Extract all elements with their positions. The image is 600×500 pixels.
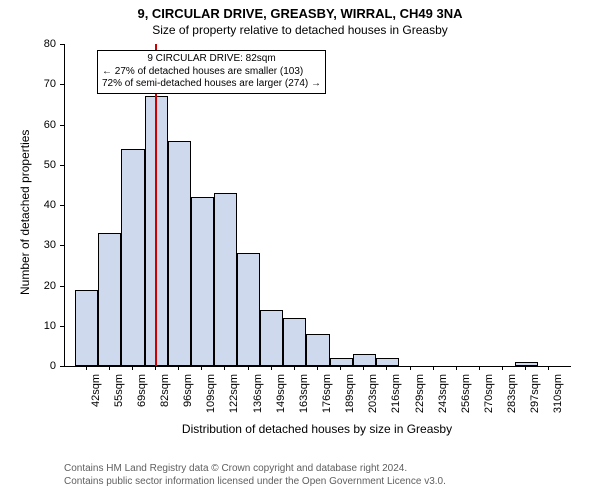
bar bbox=[306, 334, 329, 366]
y-tick-mark bbox=[60, 165, 64, 166]
plot-area: 9 CIRCULAR DRIVE: 82sqm← 27% of detached… bbox=[64, 44, 571, 367]
x-tick-mark bbox=[363, 366, 364, 370]
x-tick-mark bbox=[224, 366, 225, 370]
x-tick-label: 203sqm bbox=[367, 374, 379, 424]
y-tick-label: 60 bbox=[0, 119, 56, 131]
x-tick-label: 96sqm bbox=[182, 374, 194, 424]
bar bbox=[260, 310, 283, 366]
y-tick-label: 0 bbox=[0, 360, 56, 372]
x-tick-label: 243sqm bbox=[437, 374, 449, 424]
footer-line-1: Contains HM Land Registry data © Crown c… bbox=[64, 462, 446, 475]
x-tick-label: 149sqm bbox=[275, 374, 287, 424]
x-tick-label: 176sqm bbox=[321, 374, 333, 424]
y-tick-label: 30 bbox=[0, 239, 56, 251]
bar bbox=[515, 362, 538, 366]
chart-subtitle: Size of property relative to detached ho… bbox=[0, 23, 600, 37]
bar bbox=[168, 141, 191, 366]
x-tick-mark bbox=[109, 366, 110, 370]
bar bbox=[98, 233, 121, 366]
x-tick-mark bbox=[479, 366, 480, 370]
x-tick-mark bbox=[132, 366, 133, 370]
x-tick-mark bbox=[317, 366, 318, 370]
x-tick-mark bbox=[271, 366, 272, 370]
footer-text: Contains HM Land Registry data © Crown c… bbox=[64, 462, 446, 488]
x-tick-label: 55sqm bbox=[113, 374, 125, 424]
x-tick-label: 163sqm bbox=[298, 374, 310, 424]
y-axis-label: Number of detached properties bbox=[18, 130, 32, 295]
x-tick-mark bbox=[502, 366, 503, 370]
x-tick-mark bbox=[178, 366, 179, 370]
bar bbox=[75, 290, 98, 366]
x-tick-label: 136sqm bbox=[252, 374, 264, 424]
y-tick-mark bbox=[60, 326, 64, 327]
bar bbox=[283, 318, 306, 366]
x-tick-label: 82sqm bbox=[159, 374, 171, 424]
x-tick-label: 189sqm bbox=[344, 374, 356, 424]
callout-line: 72% of semi-detached houses are larger (… bbox=[102, 78, 321, 91]
y-tick-mark bbox=[60, 84, 64, 85]
y-tick-mark bbox=[60, 125, 64, 126]
x-tick-label: 229sqm bbox=[414, 374, 426, 424]
x-tick-label: 256sqm bbox=[460, 374, 472, 424]
x-tick-mark bbox=[155, 366, 156, 370]
x-tick-label: 310sqm bbox=[552, 374, 564, 424]
callout-box: 9 CIRCULAR DRIVE: 82sqm← 27% of detached… bbox=[97, 50, 326, 94]
x-tick-mark bbox=[548, 366, 549, 370]
x-tick-mark bbox=[410, 366, 411, 370]
y-tick-mark bbox=[60, 245, 64, 246]
y-tick-label: 50 bbox=[0, 159, 56, 171]
x-tick-label: 270sqm bbox=[483, 374, 495, 424]
bar bbox=[330, 358, 353, 366]
x-tick-label: 297sqm bbox=[529, 374, 541, 424]
y-tick-label: 80 bbox=[0, 38, 56, 50]
y-tick-label: 70 bbox=[0, 78, 56, 90]
x-tick-label: 69sqm bbox=[136, 374, 148, 424]
x-tick-label: 216sqm bbox=[390, 374, 402, 424]
x-tick-label: 109sqm bbox=[205, 374, 217, 424]
bar bbox=[376, 358, 399, 366]
bar bbox=[121, 149, 144, 366]
footer-line-2: Contains public sector information licen… bbox=[64, 475, 446, 488]
chart-title: 9, CIRCULAR DRIVE, GREASBY, WIRRAL, CH49… bbox=[0, 6, 600, 21]
y-tick-label: 40 bbox=[0, 199, 56, 211]
y-tick-mark bbox=[60, 44, 64, 45]
x-tick-mark bbox=[86, 366, 87, 370]
y-tick-mark bbox=[60, 286, 64, 287]
x-tick-mark bbox=[433, 366, 434, 370]
x-tick-mark bbox=[525, 366, 526, 370]
chart-container: { "figure_width_px": 600, "figure_height… bbox=[0, 0, 600, 500]
x-tick-mark bbox=[340, 366, 341, 370]
y-tick-mark bbox=[60, 205, 64, 206]
y-tick-mark bbox=[60, 366, 64, 367]
bar bbox=[214, 193, 237, 366]
x-tick-label: 122sqm bbox=[228, 374, 240, 424]
x-axis-label: Distribution of detached houses by size … bbox=[64, 422, 570, 436]
x-tick-mark bbox=[386, 366, 387, 370]
y-tick-label: 20 bbox=[0, 280, 56, 292]
bar bbox=[237, 253, 260, 366]
callout-line: ← 27% of detached houses are smaller (10… bbox=[102, 66, 321, 79]
y-tick-label: 10 bbox=[0, 320, 56, 332]
x-tick-mark bbox=[294, 366, 295, 370]
bar bbox=[353, 354, 376, 366]
callout-line: 9 CIRCULAR DRIVE: 82sqm bbox=[102, 53, 321, 66]
bar bbox=[191, 197, 214, 366]
x-tick-mark bbox=[456, 366, 457, 370]
x-tick-label: 283sqm bbox=[506, 374, 518, 424]
x-tick-mark bbox=[248, 366, 249, 370]
x-tick-mark bbox=[201, 366, 202, 370]
x-tick-label: 42sqm bbox=[90, 374, 102, 424]
